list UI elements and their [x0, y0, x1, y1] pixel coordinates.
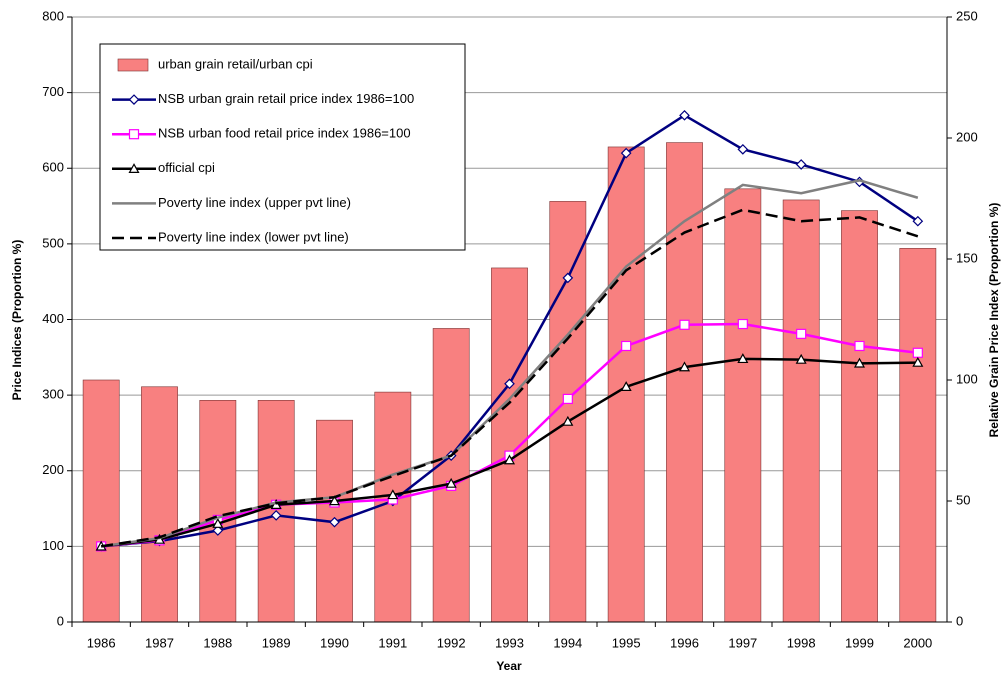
- x-tick-label: 1988: [203, 635, 232, 650]
- x-axis-title: Year: [496, 659, 522, 673]
- y2-tick-label: 150: [956, 250, 978, 265]
- marker: [270, 510, 282, 521]
- marker: [796, 328, 807, 339]
- legend-label: Poverty line index (lower pvt line): [158, 229, 349, 244]
- y-tick-label: 400: [42, 311, 64, 326]
- x-tick-label: 1991: [378, 635, 407, 650]
- x-tick-label: 1990: [320, 635, 349, 650]
- legend-label: NSB urban grain retail price index 1986=…: [158, 91, 414, 106]
- marker: [737, 318, 748, 330]
- y-tick-label: 200: [42, 462, 64, 477]
- y2-tick-label: 50: [956, 492, 970, 507]
- legend-box: [99, 43, 466, 251]
- line: [100, 208, 919, 548]
- bar: [841, 210, 878, 623]
- bar: [607, 146, 645, 623]
- y-tick-label: 300: [42, 387, 64, 402]
- line: [100, 179, 919, 548]
- legend-label: urban grain retail/urban cpi: [158, 56, 313, 71]
- marker: [503, 454, 516, 465]
- bar: [199, 400, 237, 623]
- legend-label: Poverty line index (upper pvt line): [158, 195, 351, 210]
- marker: [562, 415, 574, 426]
- marker: [212, 525, 224, 536]
- marker: [128, 94, 140, 105]
- y-tick-label: 800: [42, 8, 64, 23]
- marker: [387, 489, 399, 500]
- y-tick-label: 600: [42, 160, 64, 175]
- marker: [329, 516, 340, 528]
- marker: [795, 159, 807, 170]
- y-tick-label: 500: [42, 235, 64, 250]
- y2-tick-label: 250: [956, 8, 978, 23]
- marker: [679, 109, 690, 121]
- marker: [128, 163, 140, 173]
- x-tick-label: 1989: [262, 635, 291, 650]
- bar: [899, 248, 937, 623]
- x-tick-label: 1994: [553, 635, 582, 650]
- y-tick-label: 0: [57, 613, 64, 628]
- marker: [679, 319, 690, 330]
- marker: [562, 393, 573, 405]
- marker: [854, 340, 865, 352]
- marker: [128, 129, 140, 140]
- y-axis-title: Price Indices (Proportion %): [10, 240, 24, 401]
- marker: [912, 215, 924, 227]
- marker: [912, 347, 923, 358]
- bar: [141, 386, 178, 623]
- x-tick-label: 1997: [728, 635, 757, 650]
- legend-label: NSB urban food retail price index 1986=1…: [158, 126, 411, 141]
- marker: [212, 517, 224, 528]
- marker: [621, 340, 632, 352]
- y-tick-label: 700: [42, 84, 64, 99]
- legend: urban grain retail/urban cpi NSB urban gr…: [99, 43, 466, 251]
- y-tick-label: 100: [42, 538, 64, 553]
- marker: [912, 356, 924, 367]
- x-tick-label: 2000: [903, 635, 932, 650]
- x-tick-label: 1998: [787, 635, 816, 650]
- bar: [432, 328, 470, 623]
- marker: [620, 147, 632, 159]
- legend-label: official cpi: [158, 160, 215, 175]
- x-tick-label: 1986: [87, 635, 116, 650]
- legend-swatch: [117, 58, 149, 72]
- marker: [504, 378, 515, 390]
- x-tick-label: 1993: [495, 635, 524, 650]
- bar: [724, 188, 762, 623]
- bar: [782, 199, 820, 623]
- bar: [82, 379, 120, 623]
- x-tick-label: 1996: [670, 635, 699, 650]
- marker: [853, 357, 866, 368]
- bar: [374, 391, 412, 623]
- marker: [795, 353, 807, 364]
- y2-tick-label: 200: [956, 129, 978, 144]
- x-tick-label: 1987: [145, 635, 174, 650]
- y2-axis-title: Relative Grain Price Index (Proportion %…: [987, 203, 1001, 438]
- marker: [620, 381, 632, 392]
- marker: [737, 353, 749, 364]
- marker: [678, 361, 691, 372]
- marker: [445, 477, 457, 488]
- x-tick-label: 1999: [845, 635, 874, 650]
- x-tick-label: 1992: [437, 635, 466, 650]
- x-tick-label: 1995: [612, 635, 641, 650]
- y2-tick-label: 100: [956, 371, 978, 386]
- y2-tick-label: 0: [956, 613, 963, 628]
- marker: [737, 143, 749, 155]
- marker: [562, 272, 574, 284]
- marker: [328, 495, 341, 506]
